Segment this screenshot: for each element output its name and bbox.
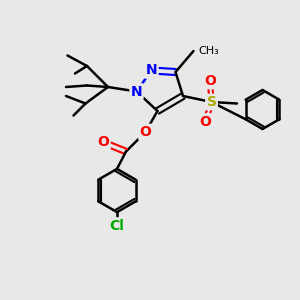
Text: N: N <box>146 64 157 77</box>
Text: O: O <box>140 125 152 139</box>
Text: O: O <box>98 136 110 149</box>
Text: CH₃: CH₃ <box>198 46 219 56</box>
Text: O: O <box>204 74 216 88</box>
Text: S: S <box>206 95 217 109</box>
Text: O: O <box>200 115 211 128</box>
Text: N: N <box>131 85 142 98</box>
Text: Cl: Cl <box>110 219 124 232</box>
